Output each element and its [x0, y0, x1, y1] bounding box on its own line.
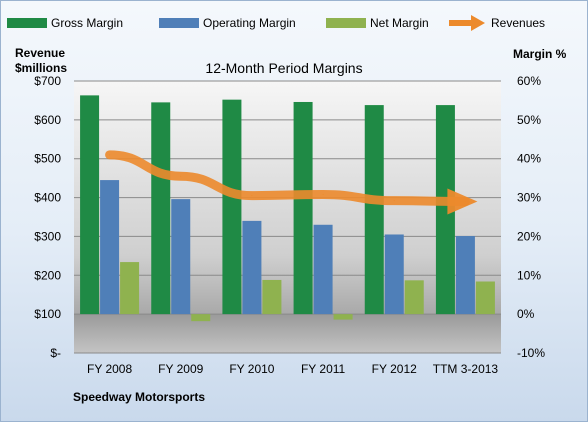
legend-label-gross-margin: Gross Margin	[51, 16, 123, 30]
operating-margin-bar	[384, 234, 404, 315]
revenue-line	[105, 150, 470, 206]
gross-margin-bar	[293, 101, 313, 315]
operating-margin-bar	[313, 224, 333, 315]
category-label: FY 2009	[158, 362, 203, 376]
net-margin-bar	[475, 281, 495, 315]
bars-group	[80, 95, 495, 322]
gross-margin-bar	[222, 99, 242, 315]
legend-arrow-revenues	[471, 15, 485, 31]
left-tick-label: $500	[34, 152, 61, 166]
revenue-line-group	[105, 150, 478, 215]
operating-margin-bar	[171, 199, 191, 315]
right-tick-label: 60%	[517, 74, 541, 88]
right-tick-label: 10%	[517, 268, 541, 282]
net-margin-bar	[262, 279, 282, 315]
category-label: FY 2008	[87, 362, 132, 376]
revenue-line-arrowhead	[447, 188, 478, 215]
operating-margin-bar	[242, 220, 262, 315]
operating-margin-bar	[100, 180, 120, 315]
gross-margin-bar	[364, 105, 384, 315]
plot-floor	[74, 314, 501, 353]
category-label: FY 2012	[372, 362, 417, 376]
legend-label-operating-margin: Operating Margin	[203, 16, 296, 30]
net-margin-bar	[191, 314, 211, 322]
revenue-point	[109, 154, 111, 156]
category-label: FY 2010	[229, 362, 274, 376]
left-tick-label: $300	[34, 229, 61, 243]
left-tick-label: $600	[34, 113, 61, 127]
legend-swatch-net-margin	[326, 18, 366, 28]
left-axis-label-line-2: $millions	[15, 61, 67, 75]
left-axis-label-line-1: Revenue	[15, 46, 65, 60]
left-tick-label: $400	[34, 191, 61, 205]
revenue-point	[322, 193, 324, 195]
revenue-point	[393, 200, 395, 202]
gross-margin-bar	[151, 102, 171, 315]
left-tick-label: $-	[50, 346, 61, 360]
right-tick-label: 0%	[517, 307, 535, 321]
revenue-point	[251, 195, 253, 197]
left-tick-label: $200	[34, 268, 61, 282]
legend: Gross Margin Operating Margin Net Margin Re…	[7, 15, 545, 31]
right-tick-label: 50%	[517, 113, 541, 127]
company-name: Speedway Motorsports	[73, 390, 205, 404]
axes-group: $700 $600 $500 $400 $300 $200 $100 $- 60% 50% 40% 3…	[34, 74, 545, 376]
left-tick-label: $100	[34, 307, 61, 321]
right-tick-label: 30%	[517, 191, 541, 205]
category-label: FY 2011	[301, 362, 346, 376]
right-axis-label: Margin %	[513, 47, 567, 61]
chart-title: 12-Month Period Margins	[205, 60, 362, 76]
operating-margin-bar	[455, 236, 475, 315]
legend-swatch-gross-margin	[7, 18, 47, 28]
right-tick-label: 40%	[517, 152, 541, 166]
left-tick-label: $700	[34, 74, 61, 88]
legend-swatch-operating-margin	[159, 18, 199, 28]
net-margin-bar	[404, 280, 424, 315]
net-margin-bar	[120, 262, 140, 315]
revenue-point	[180, 175, 182, 177]
legend-label-revenues: Revenues	[491, 16, 545, 30]
gross-margin-bar	[435, 105, 455, 315]
right-tick-label: -10%	[517, 346, 545, 360]
revenue-point	[464, 200, 466, 202]
net-margin-bar	[333, 314, 353, 320]
legend-label-net-margin: Net Margin	[370, 16, 429, 30]
right-tick-label: 20%	[517, 229, 541, 243]
gross-margin-bar	[80, 95, 100, 315]
category-label: TTM 3-2013	[433, 362, 499, 376]
